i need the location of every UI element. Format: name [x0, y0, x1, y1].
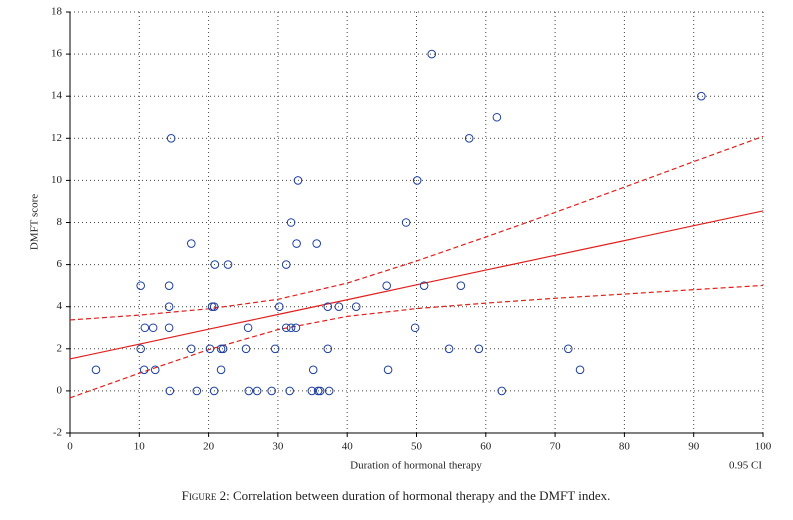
data-point [216, 365, 226, 375]
data-point [412, 176, 422, 185]
data-point [252, 386, 262, 396]
figure-caption: Figure 2: Correlation between duration o… [182, 488, 611, 503]
data-point [139, 365, 149, 375]
fit-line [69, 210, 764, 360]
data-point [285, 386, 294, 396]
data-point [292, 239, 301, 248]
data-point [492, 112, 502, 122]
data-point [91, 365, 101, 375]
data-point [209, 386, 219, 396]
y-tick-label: 6 [57, 258, 63, 270]
y-tick-label: 12 [51, 132, 62, 144]
y-tick-label: 16 [51, 48, 63, 60]
data-point [150, 365, 160, 375]
x-tick-label: 100 [755, 441, 772, 453]
data-point [205, 344, 215, 354]
y-tick-label: 4 [57, 300, 63, 312]
data-point [164, 302, 174, 312]
data-point [186, 239, 196, 248]
caption-label: Figure 2: [182, 488, 230, 503]
x-tick-label: 20 [203, 441, 215, 453]
data-point [192, 386, 202, 396]
data-point [291, 323, 301, 333]
data-point [323, 344, 333, 354]
data-point [563, 344, 573, 354]
data-point [218, 344, 228, 354]
y-tick-label: 10 [51, 174, 63, 186]
data-point [274, 302, 284, 312]
data-point [697, 91, 706, 101]
data-point [148, 323, 158, 333]
data-point [136, 344, 145, 354]
data-point [410, 323, 420, 333]
data-point [427, 49, 437, 59]
ci-label: 0.95 CI [729, 460, 762, 472]
y-axis-label: DMFT score [29, 194, 41, 250]
data-point [456, 281, 466, 290]
x-tick-label: 30 [272, 441, 284, 453]
data-point [419, 281, 429, 290]
x-tick-label: 70 [550, 441, 562, 453]
data-point [351, 302, 361, 312]
caption-text: Correlation between duration of hormonal… [233, 488, 610, 503]
data-point [315, 386, 325, 396]
data-point [209, 302, 219, 312]
y-tick-label: 2 [57, 342, 63, 354]
data-point [244, 386, 254, 396]
data-point [241, 344, 251, 354]
x-tick-label: 10 [134, 441, 146, 453]
x-tick-label: 40 [342, 441, 354, 453]
data-point [323, 302, 333, 312]
data-point [165, 386, 175, 396]
data-point [464, 134, 474, 143]
data-point [334, 302, 344, 312]
x-tick-label: 0 [67, 441, 73, 453]
data-point [223, 260, 233, 269]
data-point [281, 323, 291, 333]
data-point [286, 323, 296, 333]
x-tick-label: 50 [411, 441, 423, 453]
data-point [497, 386, 507, 396]
data-point [401, 218, 411, 227]
y-tick-label: -2 [53, 427, 62, 439]
y-tick-label: 0 [57, 384, 63, 396]
data-point [444, 344, 454, 354]
data-point [281, 260, 291, 269]
data-point [136, 281, 145, 290]
y-tick-label: 8 [57, 216, 63, 228]
x-tick-label: 60 [480, 441, 492, 453]
data-point [382, 281, 392, 290]
data-point [210, 260, 220, 269]
data-point [243, 323, 253, 333]
data-point [286, 218, 296, 227]
data-point [307, 386, 317, 396]
data-point [270, 344, 280, 354]
data-point [474, 344, 484, 354]
data-point [164, 323, 174, 333]
data-point [216, 344, 226, 354]
data-point [313, 386, 323, 396]
data-point [308, 365, 318, 375]
y-tick-label: 14 [51, 90, 63, 102]
data-point [164, 281, 174, 290]
data-point [186, 344, 196, 354]
x-axis-label: Duration of hormonal therapy [350, 460, 482, 472]
x-tick-label: 90 [688, 441, 700, 453]
data-point [267, 386, 276, 396]
data-point [140, 323, 150, 333]
data-point [575, 365, 585, 375]
data-point [293, 176, 303, 185]
data-point [166, 134, 176, 143]
data-point [207, 302, 217, 312]
ci-lower-line [69, 284, 764, 399]
data-point [324, 386, 334, 396]
data-point [312, 239, 322, 248]
data-point [383, 365, 393, 375]
x-tick-label: 80 [619, 441, 631, 453]
ci-upper-line [69, 135, 764, 321]
y-tick-label: 18 [51, 6, 63, 18]
